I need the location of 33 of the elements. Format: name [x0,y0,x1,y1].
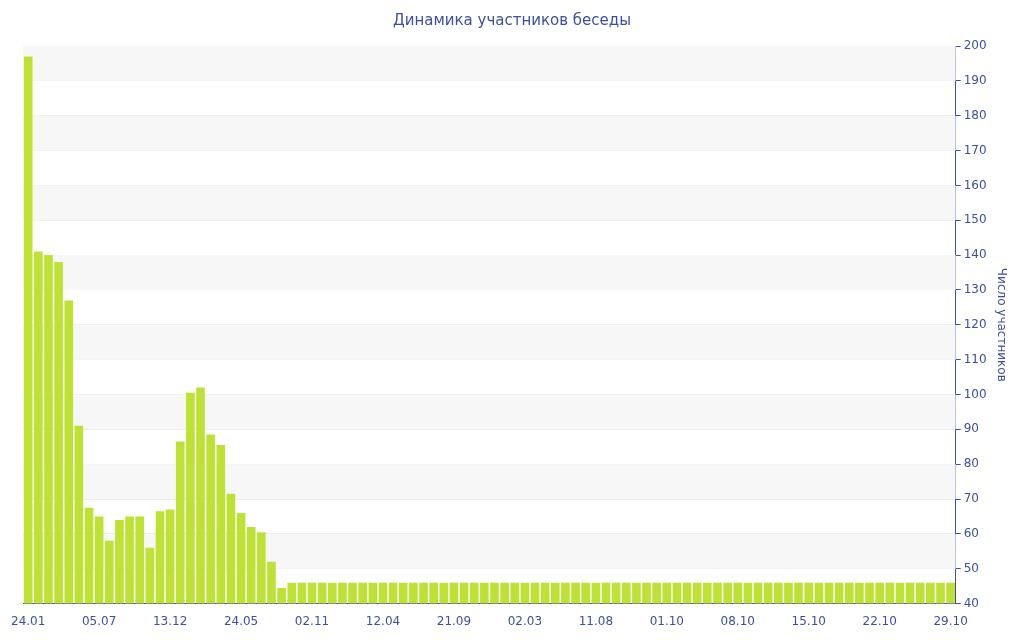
x-tick-label: 21.09 [436,613,472,628]
y2-tick-label: 140 [963,247,987,262]
chart-title: Динамика участников беседы [392,10,632,29]
x-tick-label: 22.10 [862,613,897,628]
y2-tick-label: 120 [963,316,987,331]
y2-tick-label: 190 [963,72,987,87]
x-tick-label: 11.08 [578,613,614,628]
x-tick-label: 12.04 [365,613,401,628]
y2-tick-label: 60 [963,526,979,541]
y2-tick-label: 170 [963,142,987,157]
y2-tick-label: 160 [963,177,987,192]
x-tick-label: 05.07 [81,613,117,628]
x-tick-label: 13.12 [152,613,188,628]
y2-tick-label: 130 [963,282,987,297]
y2-tick-label: 200 [963,38,987,53]
y2-tick-label: 110 [963,351,987,366]
x-tick-label: 02.11 [294,613,330,628]
x-tick-label: 29.10 [933,613,968,628]
y2-tick-label: 100 [963,386,987,401]
x-tick-label: 02.03 [507,613,543,628]
x-tick-label: 15.10 [791,613,826,628]
y2-tick-label: 40 [963,595,979,610]
y2-tick-label: 150 [963,212,987,227]
y2-tick-label: 50 [963,560,979,575]
x-tick-label: 08.10 [720,613,755,628]
y2-tick-label: 90 [963,421,979,436]
y2-tick-label: 80 [963,456,979,471]
y2-tick-label: 180 [963,107,987,122]
x-tick-label: 01.10 [649,613,684,628]
x-tick-label: 24.01 [11,613,46,628]
x-tick-label: 24.05 [223,613,259,628]
y2-tick-label: 70 [963,491,979,506]
y2-axis-title: Число участников [994,267,1009,382]
